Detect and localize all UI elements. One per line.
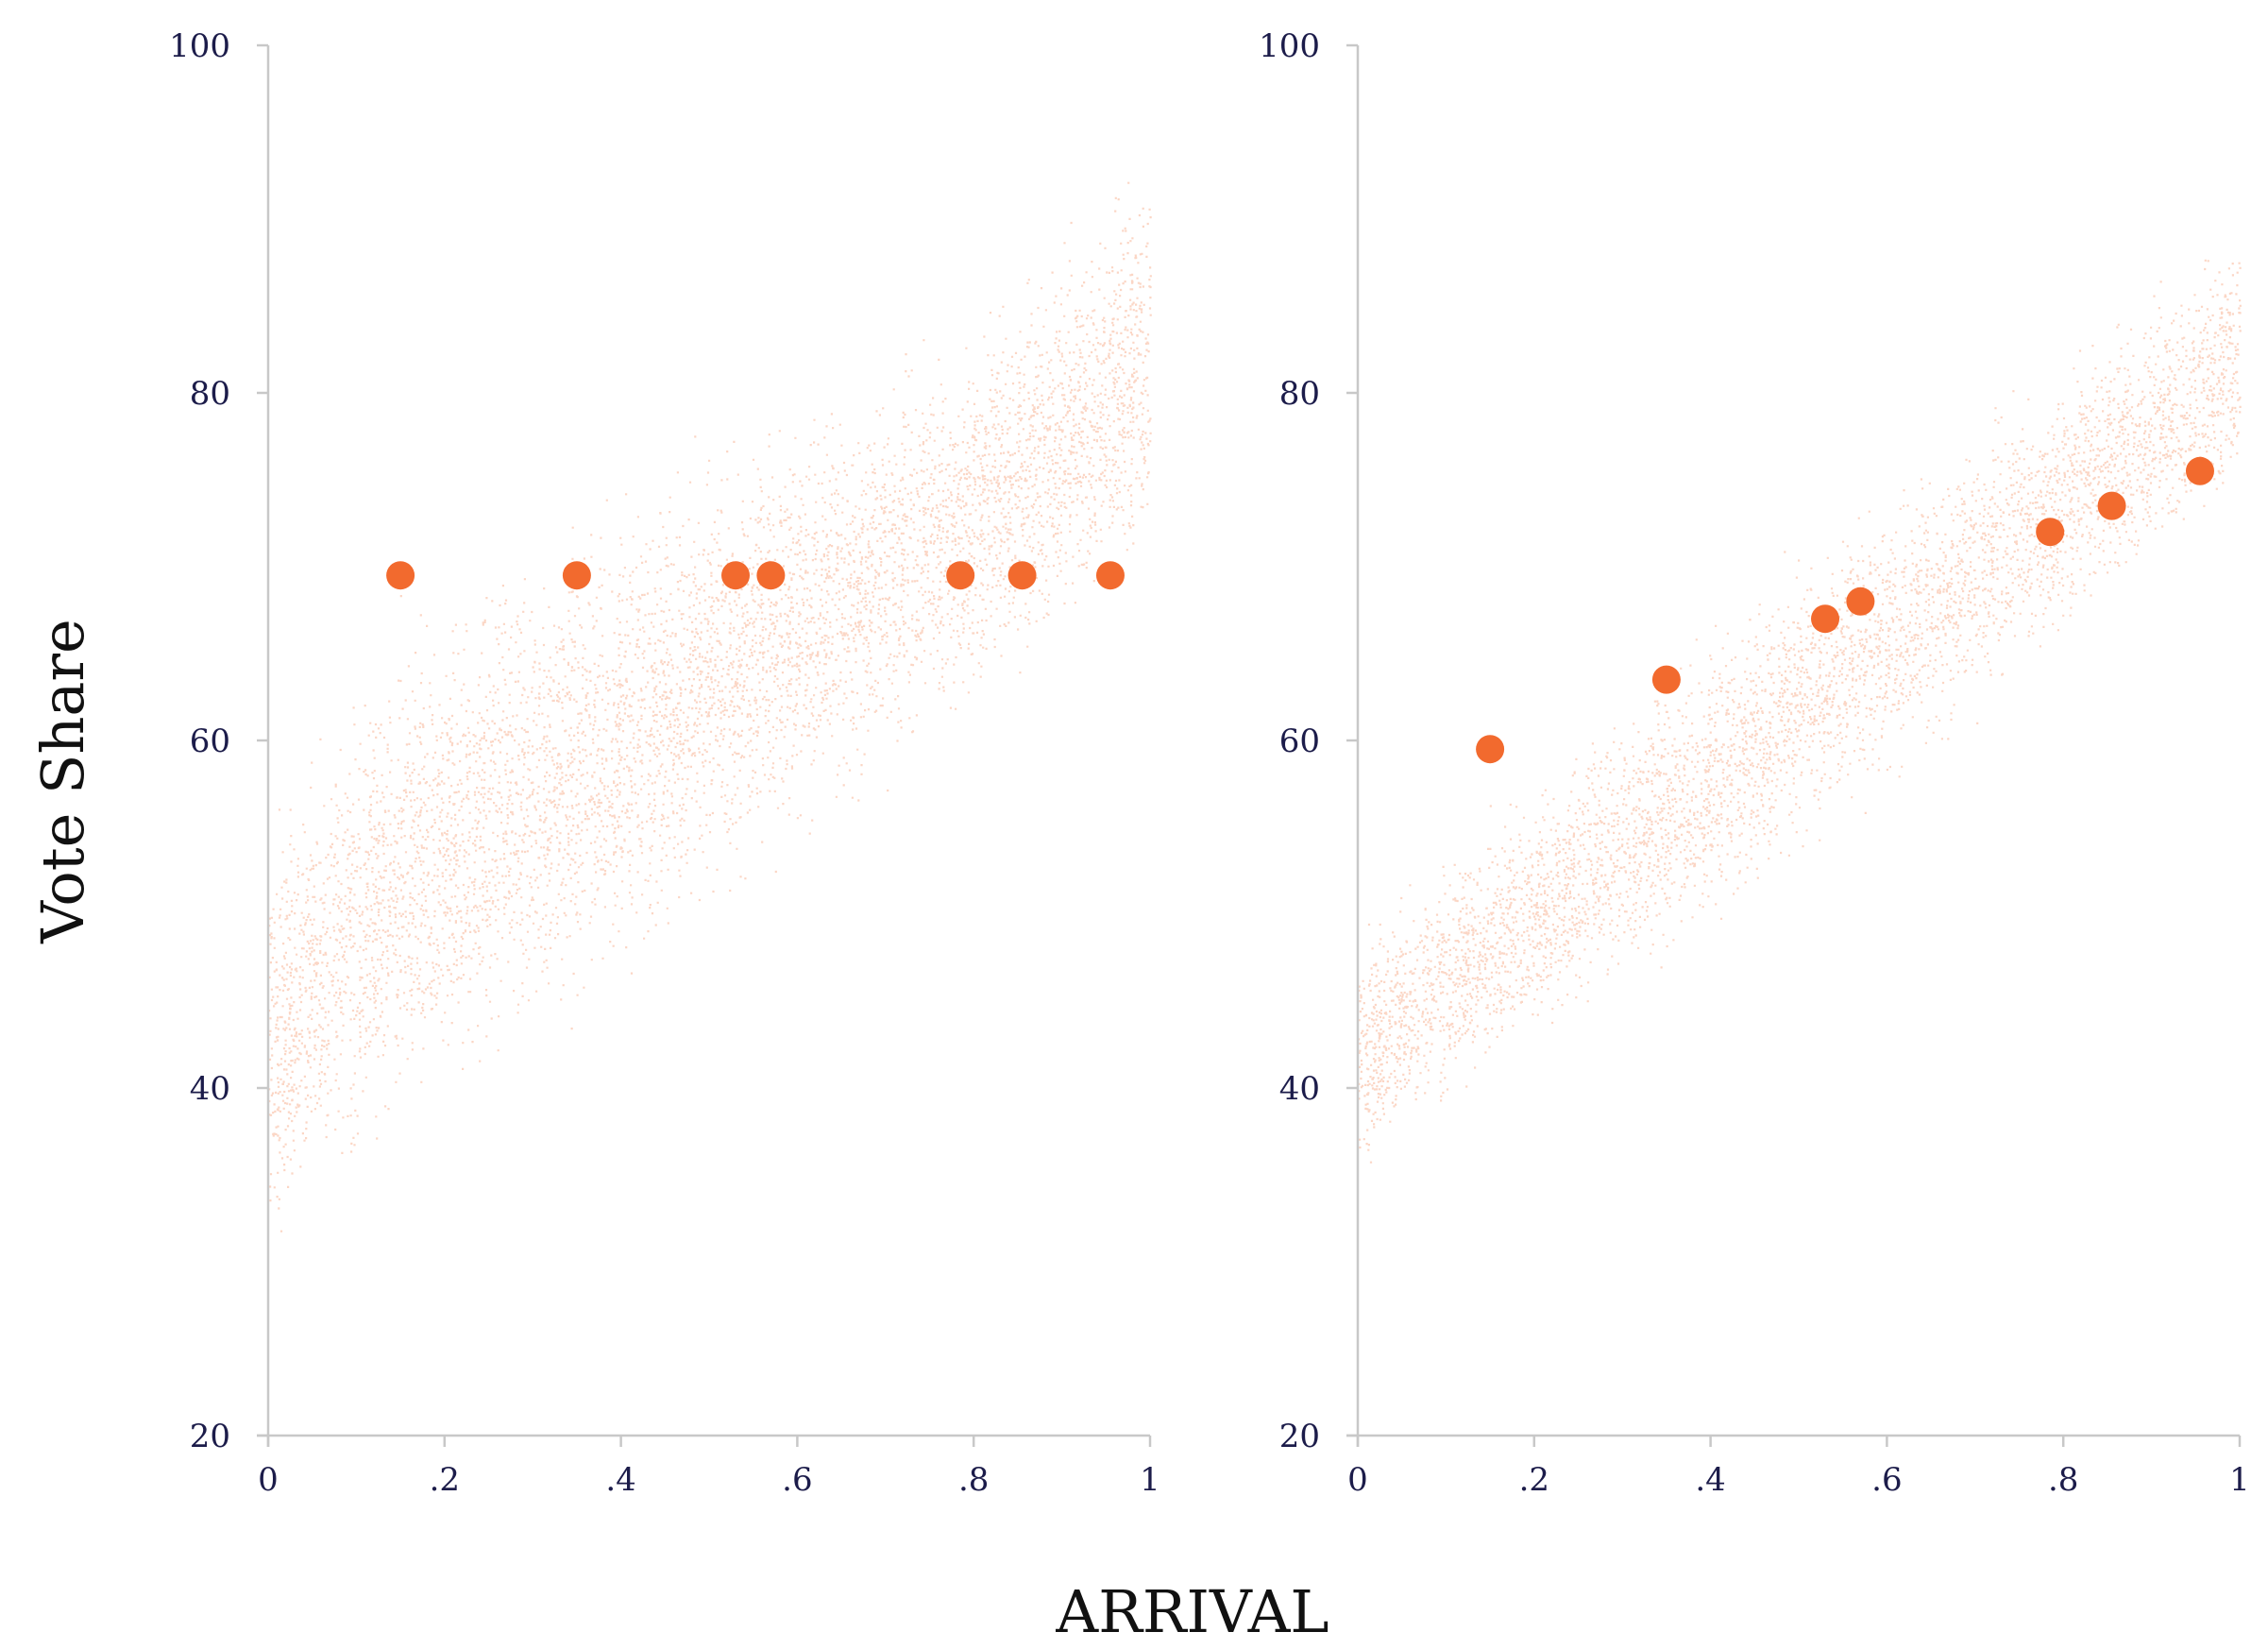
x-tick-label: .8 — [2048, 1461, 2078, 1499]
y-tick-label: 80 — [1279, 375, 1320, 413]
y-axis-title: Vote Share — [28, 619, 97, 944]
highlight-point — [1476, 735, 1505, 764]
x-tick-label: .2 — [430, 1461, 460, 1499]
highlight-point — [2185, 456, 2214, 485]
y-tick-label: 60 — [1279, 722, 1320, 760]
x-tick-label: .6 — [782, 1461, 812, 1499]
simulation-cloud — [268, 181, 1152, 1232]
x-tick-label: .2 — [1519, 1461, 1549, 1499]
cloud-points — [268, 181, 1152, 1232]
y-tick-label: 40 — [1279, 1070, 1320, 1108]
left-panel: 20 40 60 80 100 0 .2 .4 .6 .8 1 — [169, 27, 1160, 1499]
x-tick-label: 1 — [2229, 1461, 2250, 1499]
highlight-point — [2097, 491, 2126, 520]
highlight-point — [386, 561, 415, 590]
simulation-cloud — [1358, 259, 2242, 1164]
x-tick-label: 0 — [1347, 1461, 1368, 1499]
y-tick-label: 20 — [1279, 1418, 1320, 1455]
x-tick-label: .4 — [605, 1461, 635, 1499]
y-tick-label: 80 — [190, 375, 230, 413]
highlight-point — [562, 561, 591, 590]
right-panel: 20 40 60 80 100 0 .2 .4 .6 .8 1 — [1259, 27, 2250, 1499]
highlight-point — [1651, 665, 1681, 694]
x-tick-label: .8 — [958, 1461, 989, 1499]
highlight-point — [2036, 518, 2065, 547]
x-tick-label: .4 — [1695, 1461, 1725, 1499]
y-tick-label: 60 — [190, 722, 230, 760]
highlight-point — [946, 561, 975, 590]
y-tick-label: 100 — [1259, 27, 1320, 65]
highlight-point — [756, 561, 786, 590]
y-tick-label: 40 — [190, 1070, 230, 1108]
y-tick-label: 100 — [169, 27, 230, 65]
x-tick-label: 0 — [258, 1461, 279, 1499]
x-tick-label: 1 — [1140, 1461, 1160, 1499]
highlight-point — [721, 561, 751, 590]
highlight-point — [1846, 586, 1875, 616]
x-axis-title: ARRIVAL — [1055, 1577, 1329, 1646]
cloud-points — [1358, 259, 2242, 1164]
y-tick-label: 20 — [190, 1418, 230, 1455]
highlight-point — [1007, 561, 1037, 590]
highlight-point — [1811, 604, 1840, 634]
highlight-point — [1095, 561, 1125, 590]
x-tick-label: .6 — [1871, 1461, 1902, 1499]
